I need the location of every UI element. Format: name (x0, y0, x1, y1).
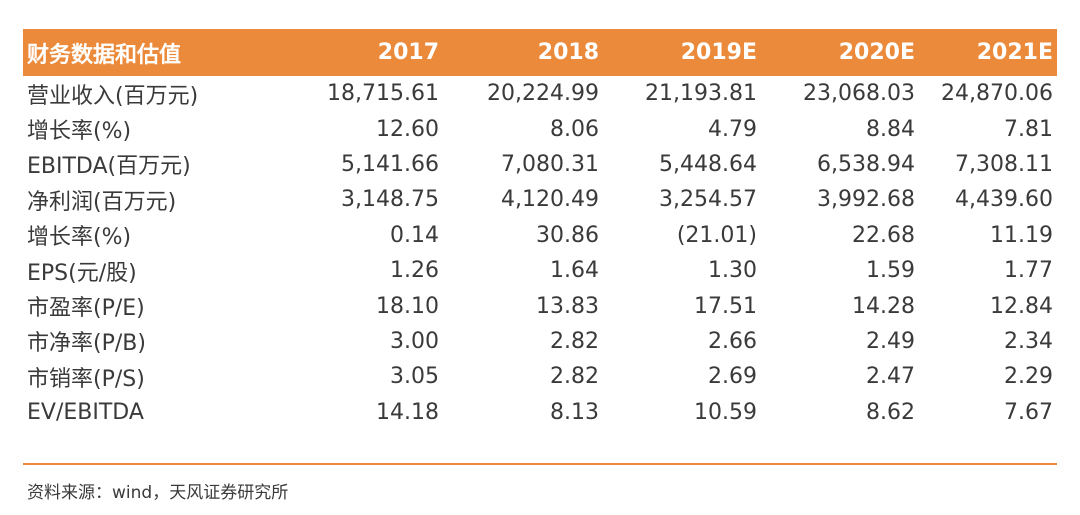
table-cell: 3,148.75 (341, 187, 439, 213)
table-cell: 6,538.94 (817, 151, 915, 177)
table-cell: 10.59 (694, 399, 757, 425)
table-cell: 3,254.57 (659, 187, 757, 213)
table-cell: 18.10 (376, 293, 439, 319)
table-cell: 5,141.66 (341, 151, 439, 177)
row-label: 市净率(P/B) (27, 331, 146, 357)
table-cell: 8.06 (550, 116, 599, 142)
source-note: 资料来源：wind，天风证券研究所 (27, 483, 289, 503)
row-label: 市销率(P/S) (27, 366, 145, 392)
table-cell: 4,120.49 (501, 187, 599, 213)
table-cell: 8.84 (866, 116, 915, 142)
table-cell: 24,870.06 (941, 81, 1053, 107)
table-cell: 1.30 (708, 258, 757, 284)
table-cell: 2.49 (866, 328, 915, 354)
table-cell: 12.60 (376, 116, 439, 142)
header-year-2018: 2018 (537, 40, 599, 65)
table-row: 市销率(P/S) 3.05 2.82 2.69 2.47 2.29 (23, 359, 1057, 394)
table-cell: 2.82 (550, 328, 599, 354)
table-body: 营业收入(百万元) 18,715.61 20,224.99 21,193.81 23,0… (23, 76, 1057, 430)
table-cell: 3.05 (390, 364, 439, 390)
header-year-2021e: 2021E (976, 40, 1053, 65)
table-cell: 2.82 (550, 364, 599, 390)
row-label: EV/EBITDA (27, 399, 144, 425)
table-cell: 3.00 (390, 328, 439, 354)
table-cell: 18,715.61 (327, 81, 439, 107)
table-cell: 1.77 (1004, 258, 1053, 284)
table-cell: 8.62 (866, 399, 915, 425)
row-label: 净利润(百万元) (27, 189, 177, 215)
table-cell: 7.81 (1004, 116, 1053, 142)
table-cell: 2.66 (708, 328, 757, 354)
header-label: 财务数据和估值 (27, 42, 182, 68)
table-cell: 8.13 (550, 399, 599, 425)
table-cell: 2.29 (1004, 364, 1053, 390)
financial-valuation-table: 财务数据和估值 2017 2018 2019E 2020E 2021E 营业收入… (23, 29, 1057, 430)
row-label: 增长率(%) (27, 225, 132, 251)
table-cell: 11.19 (990, 222, 1053, 248)
row-label: 增长率(%) (27, 119, 132, 145)
row-label: EPS(元/股) (27, 260, 137, 286)
table-row: 市盈率(P/E) 18.10 13.83 17.51 14.28 12.84 (23, 288, 1057, 323)
table-row: EBITDA(百万元) 5,141.66 7,080.31 5,448.64 6,538… (23, 147, 1057, 182)
table-cell: 21,193.81 (645, 81, 757, 107)
financial-table-container: 财务数据和估值 2017 2018 2019E 2020E 2021E 营业收入… (23, 29, 1057, 430)
table-cell: 14.18 (376, 399, 439, 425)
table-cell: 30.86 (536, 222, 599, 248)
table-cell: 3,992.68 (817, 187, 915, 213)
table-row: 市净率(P/B) 3.00 2.82 2.66 2.49 2.34 (23, 324, 1057, 359)
table-cell: 5,448.64 (659, 151, 757, 177)
table-cell: 2.34 (1004, 328, 1053, 354)
table-cell: 4,439.60 (955, 187, 1053, 213)
header-row: 财务数据和估值 2017 2018 2019E 2020E 2021E (23, 29, 1057, 76)
table-cell: 14.28 (852, 293, 915, 319)
table-cell: 22.68 (852, 222, 915, 248)
table-cell: 23,068.03 (803, 81, 915, 107)
table-cell: 13.83 (536, 293, 599, 319)
table-cell: 7,308.11 (955, 151, 1053, 177)
row-label: EBITDA(百万元) (27, 154, 191, 180)
table-cell: 12.84 (990, 293, 1053, 319)
table-row: 增长率(%) 0.14 30.86 (21.01) 22.68 11.19 (23, 218, 1057, 253)
table-cell: 0.14 (390, 222, 439, 248)
table-cell: 7,080.31 (501, 151, 599, 177)
table-cell: 1.64 (550, 258, 599, 284)
table-row: 营业收入(百万元) 18,715.61 20,224.99 21,193.81 23,0… (23, 76, 1057, 111)
table-cell: 17.51 (694, 293, 757, 319)
table-bottom-rule (23, 463, 1057, 465)
table-row: 增长率(%) 12.60 8.06 4.79 8.84 7.81 (23, 111, 1057, 146)
header-year-2020e: 2020E (838, 40, 915, 65)
table-row: 净利润(百万元) 3,148.75 4,120.49 3,254.57 3,992.68… (23, 182, 1057, 217)
table-cell: 4.79 (708, 116, 757, 142)
table-cell: 20,224.99 (487, 81, 599, 107)
table-cell: 2.69 (708, 364, 757, 390)
table-header: 财务数据和估值 2017 2018 2019E 2020E 2021E (23, 29, 1057, 76)
table-cell: 1.59 (866, 258, 915, 284)
table-cell: 2.47 (866, 364, 915, 390)
table-cell: 7.67 (1004, 399, 1053, 425)
header-year-2017: 2017 (377, 40, 439, 65)
table-cell: (21.01) (676, 222, 757, 248)
table-cell: 1.26 (390, 258, 439, 284)
row-label: 市盈率(P/E) (27, 296, 145, 322)
table-row: EV/EBITDA 14.18 8.13 10.59 8.62 7.67 (23, 395, 1057, 430)
row-label: 营业收入(百万元) (27, 83, 199, 109)
header-year-2019e: 2019E (680, 40, 757, 65)
table-row: EPS(元/股) 1.26 1.64 1.30 1.59 1.77 (23, 253, 1057, 288)
